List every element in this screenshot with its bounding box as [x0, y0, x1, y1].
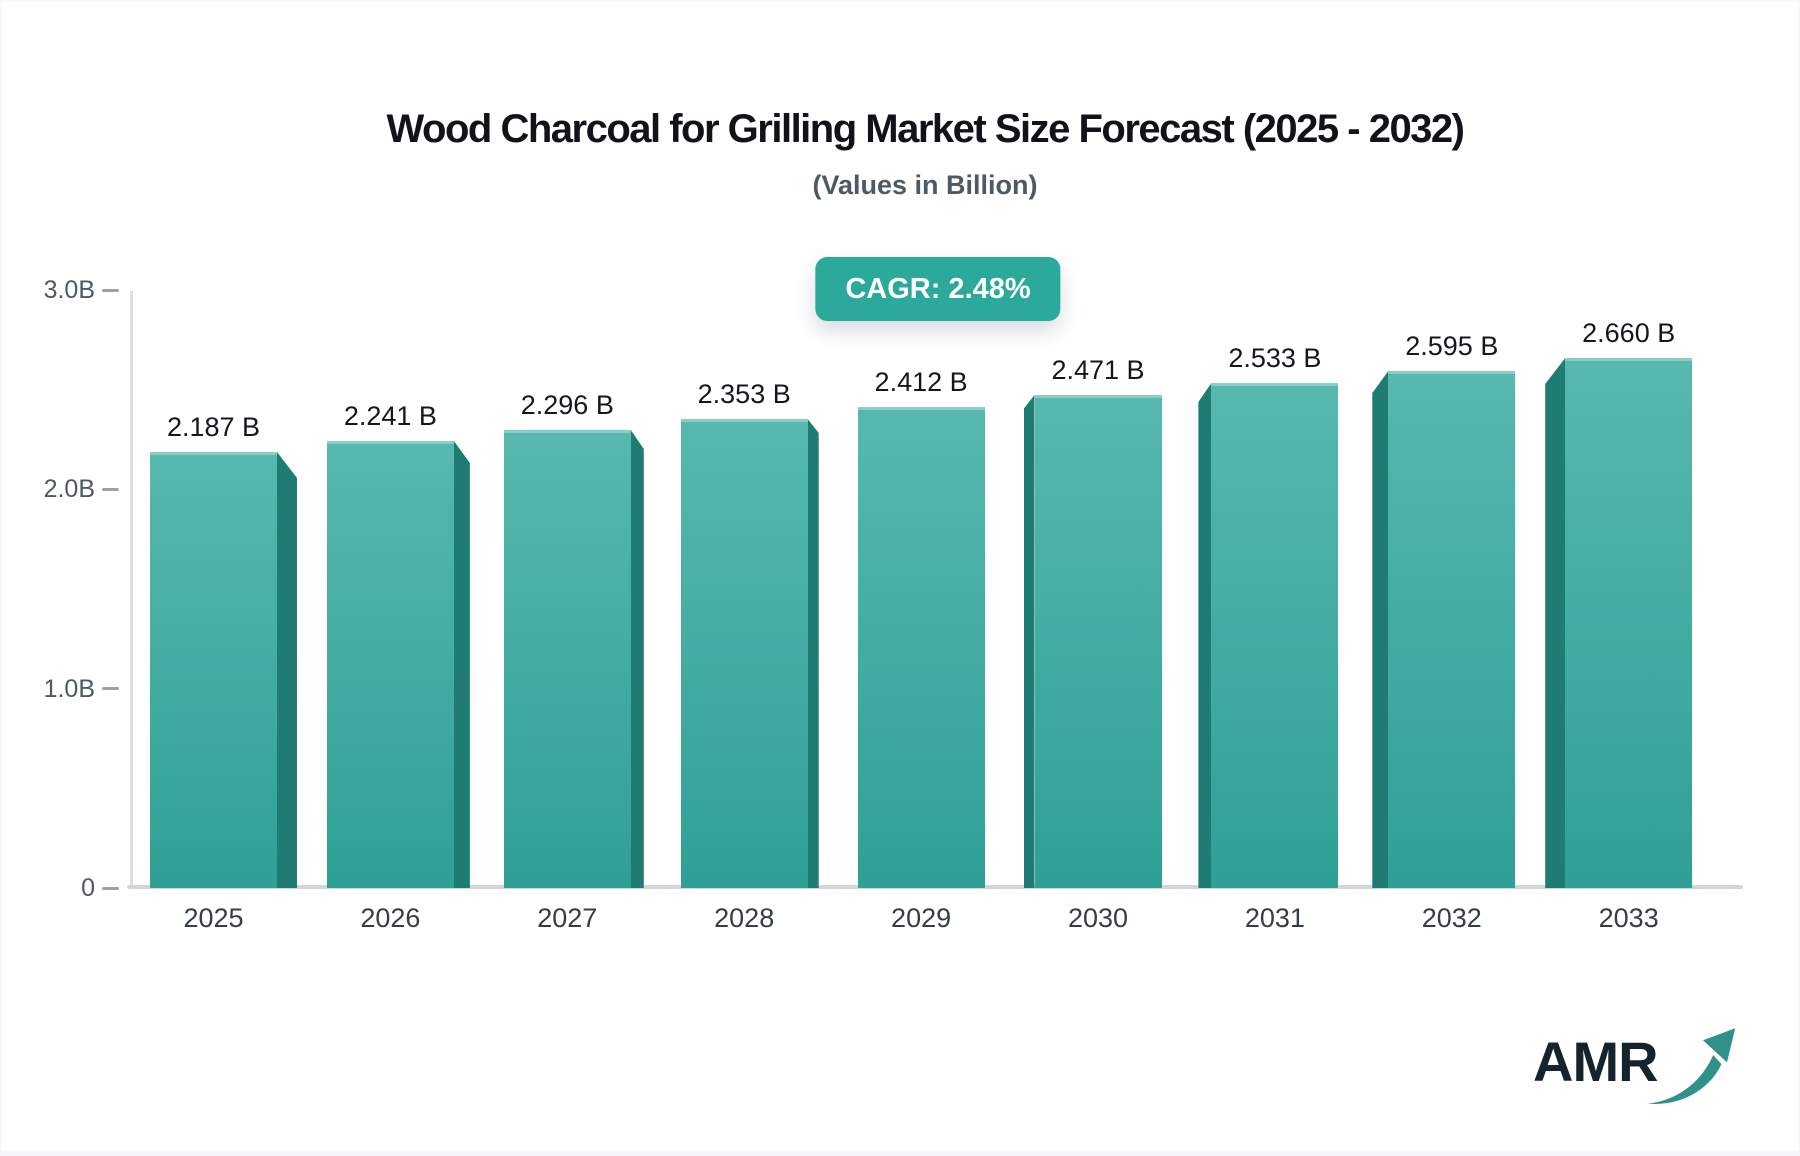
bar-value-label-2033: 2.660 B [1582, 318, 1676, 348]
y-axis-line [130, 291, 133, 886]
bar-value-label-2031: 2.533 B [1228, 343, 1322, 373]
page-bottom-edge [0, 1151, 1800, 1156]
bar-2028 [680, 419, 808, 888]
y-tick-label: 3.0B [43, 276, 95, 304]
x-axis-label-2026: 2026 [360, 903, 421, 933]
x-axis-label-2031: 2031 [1244, 903, 1305, 933]
bar-3d-side-2027 [630, 430, 644, 888]
y-tick-mark [102, 288, 119, 292]
cagr-badge: CAGR: 2.48% [815, 257, 1061, 321]
bar-3d-side-2033 [1545, 358, 1566, 888]
y-tick-mark [102, 886, 119, 890]
bar-2031 [1211, 383, 1339, 888]
bar-3d-side-2025 [277, 452, 297, 888]
bar-value-label-2025: 2.187 B [166, 412, 261, 442]
y-tick-label: 2.0B [43, 475, 95, 504]
y-tick-label: 0 [81, 874, 95, 902]
x-axis-label-2033: 2033 [1598, 903, 1659, 933]
bar-value-label-2027: 2.296 B [520, 390, 614, 420]
x-axis-label-2030: 2030 [1067, 903, 1129, 933]
x-axis-label-2029: 2029 [891, 903, 952, 933]
x-axis-label-2032: 2032 [1421, 903, 1482, 933]
chart-subtitle: (Values in Billion) [812, 170, 1038, 200]
chart-title: Wood Charcoal for Grilling Market Size F… [386, 107, 1466, 151]
y-tick-label: 1.0B [43, 674, 95, 703]
bar-2030 [1034, 395, 1162, 888]
brand-logo: AMR [1533, 1028, 1738, 1108]
x-axis-label-2028: 2028 [714, 903, 775, 933]
bar-2029 [857, 407, 985, 888]
bar-value-label-2028: 2.353 B [697, 379, 791, 409]
bar-3d-side-2026 [453, 441, 470, 888]
bar-2033 [1565, 358, 1693, 888]
bar-3d-side-2028 [807, 419, 819, 888]
bar-value-label-2026: 2.241 B [343, 401, 437, 431]
x-axis-label-2025: 2025 [183, 903, 244, 933]
bar-3d-side-2031 [1198, 383, 1212, 888]
bar-value-label-2032: 2.595 B [1405, 331, 1499, 361]
bar-3d-side-2032 [1372, 371, 1389, 888]
y-tick-mark [102, 687, 119, 691]
bar-2025 [150, 452, 277, 888]
y-tick-mark [102, 487, 119, 491]
growth-arrow-icon [1647, 1028, 1735, 1104]
bar-2032 [1388, 371, 1516, 888]
bar-value-label-2029: 2.412 B [874, 367, 968, 397]
bar-2026 [326, 441, 454, 888]
brand-logo-text: AMR [1533, 1030, 1659, 1093]
bar-value-label-2030: 2.471 B [1051, 355, 1145, 385]
bar-3d-side-2030 [1023, 395, 1035, 888]
bar-2027 [503, 430, 631, 888]
x-axis-label-2027: 2027 [537, 903, 598, 933]
